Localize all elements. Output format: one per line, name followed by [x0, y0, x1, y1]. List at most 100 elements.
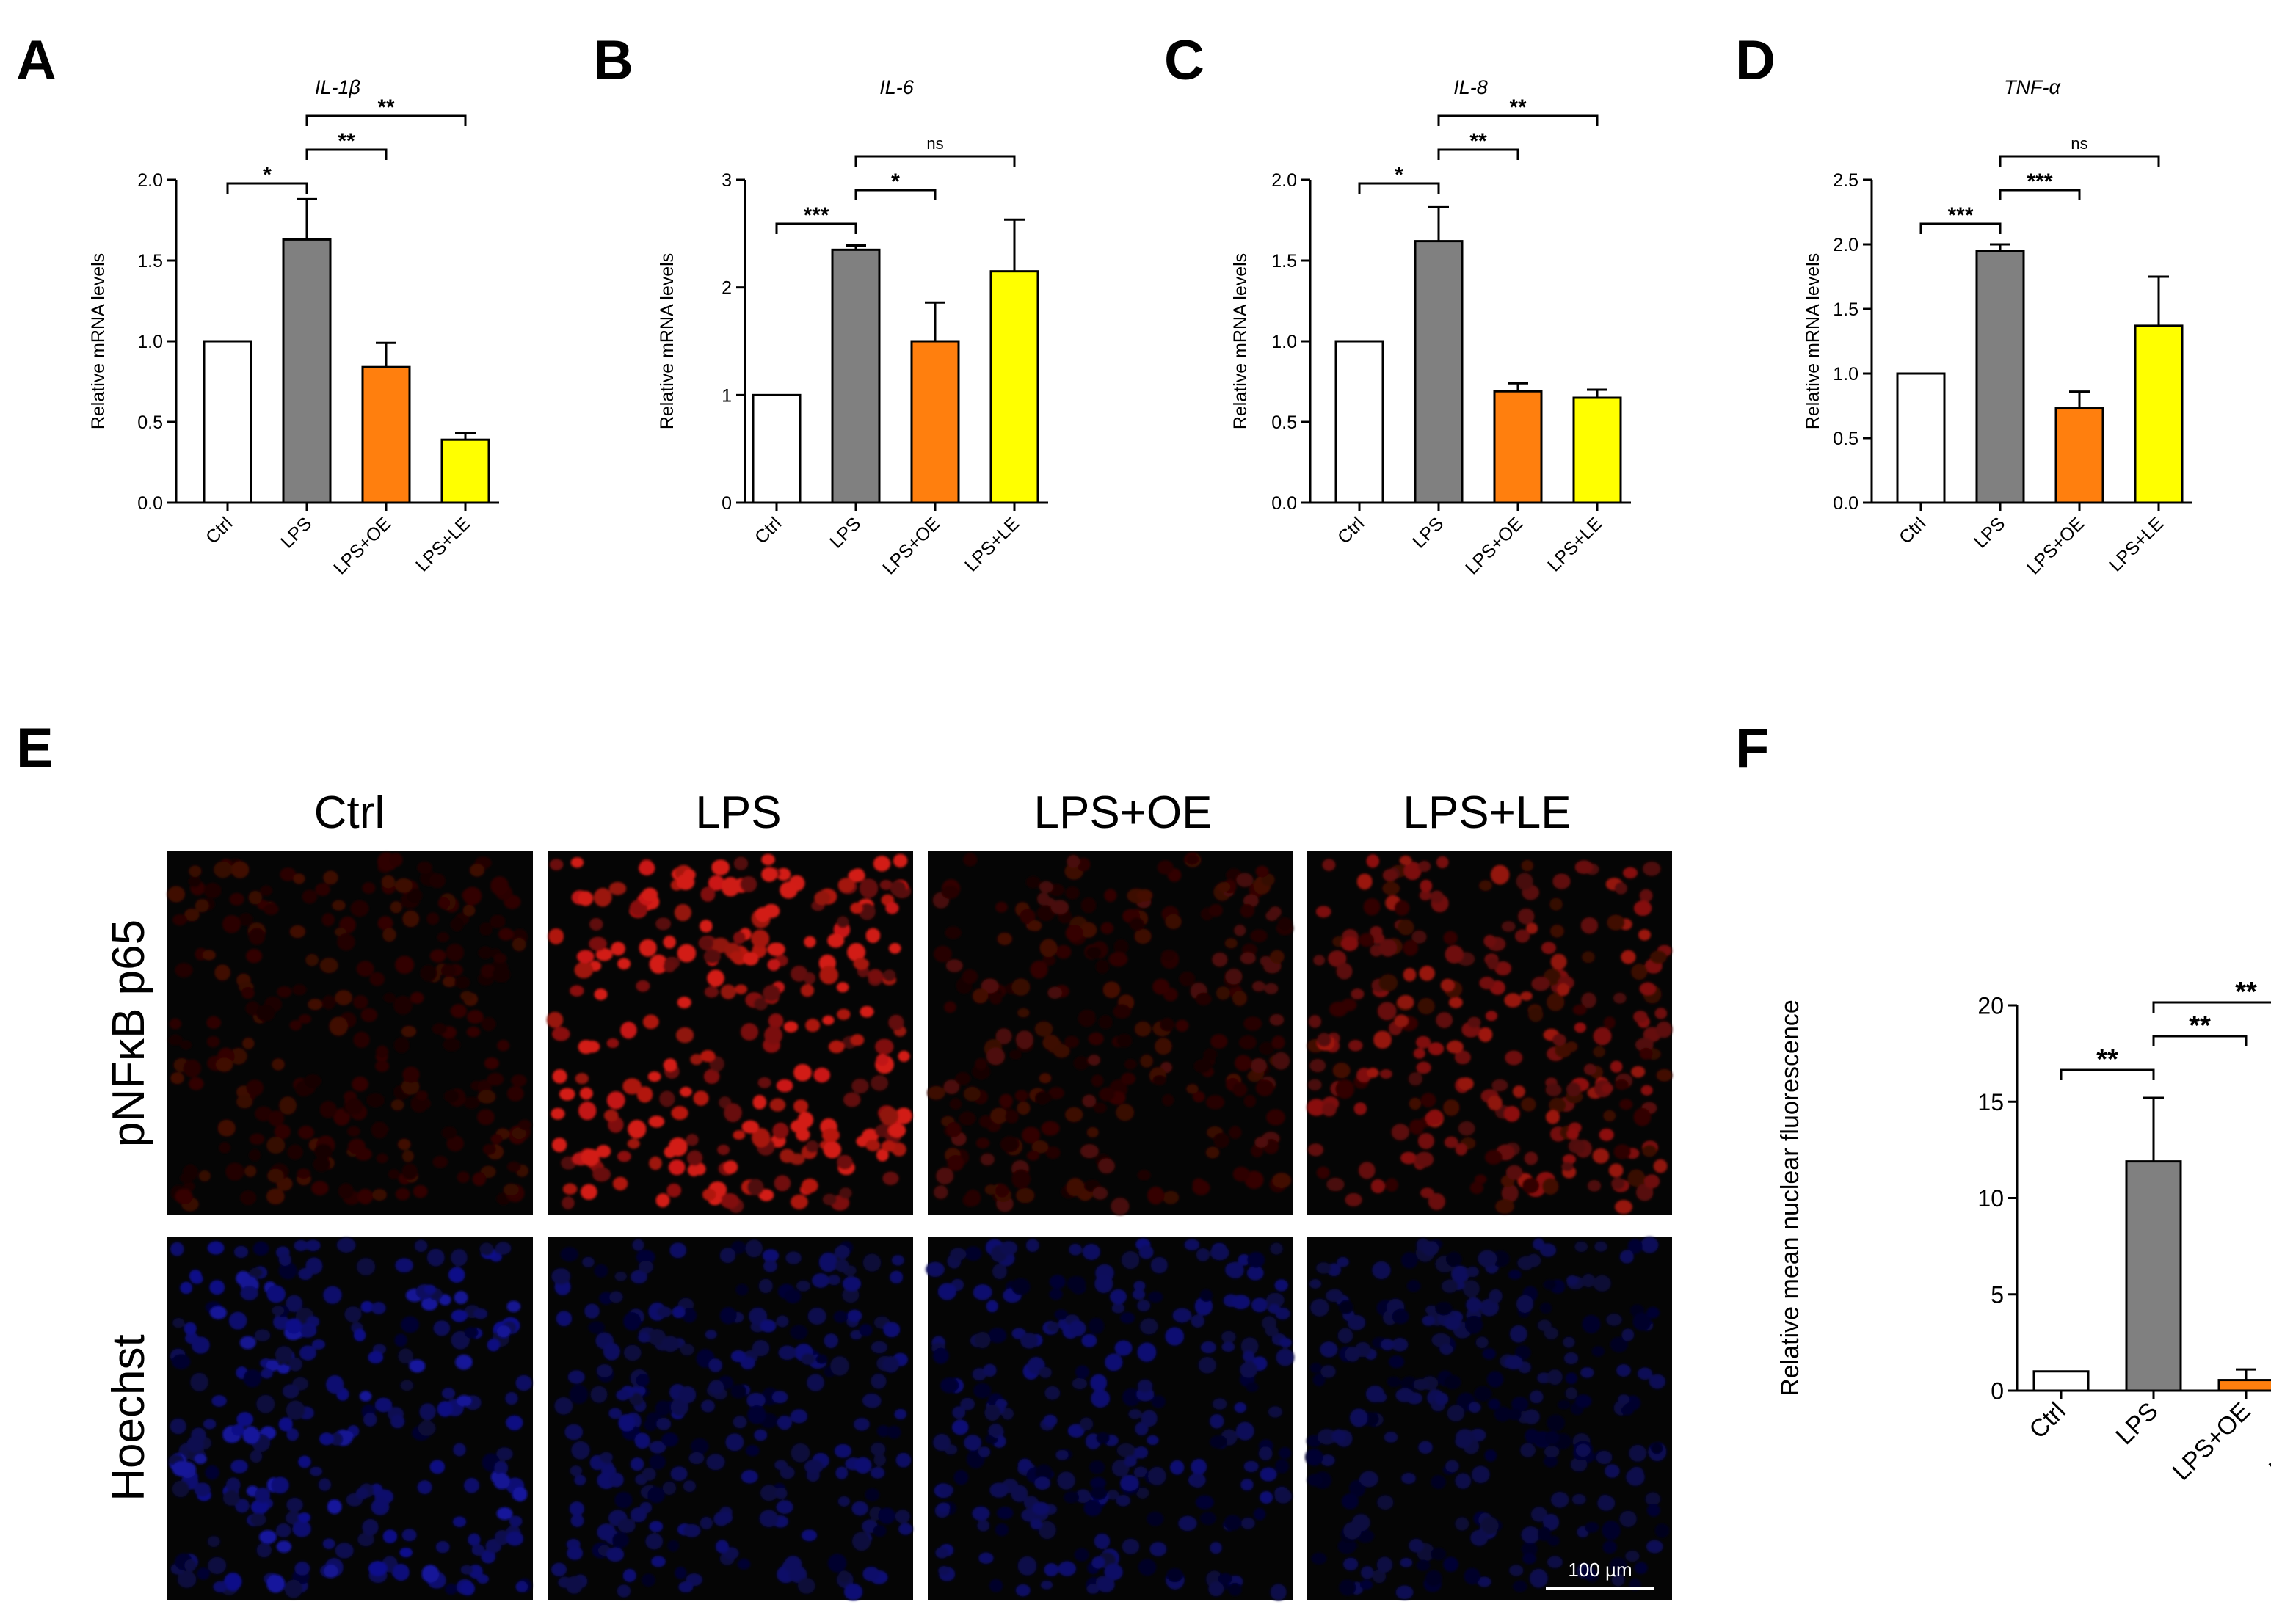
chart-c-sig-label: ** [1509, 95, 1527, 120]
micro-image-pnf-b-p65-lps-le [1307, 851, 1673, 1215]
chart-b-bar-lps [831, 248, 881, 504]
chart-d-y-tick-label: 2.5 [1833, 170, 1858, 191]
chart-panel-d: TNF-α 0.0 0.5 1.0 1.5 2.0 2.5 Relative mRNA lev… [1803, 76, 2192, 579]
panel-letter-e: E [16, 717, 54, 779]
chart-a-bar-lps-oe [361, 365, 411, 504]
chart-panel-c: IL-8 0.0 0.5 1.0 1.5 2.0 Relative mRNA levels C… [1230, 76, 1631, 579]
chart-a-y-tick-label: 0.0 [137, 493, 163, 514]
chart-f-x-label-ctrl: Ctrl [2024, 1397, 2071, 1444]
chart-c-sig-label: * [1395, 163, 1403, 187]
chart-f-sig-label: ** [2235, 977, 2257, 1008]
chart-f-sig-label: ** [2096, 1044, 2118, 1075]
chart-d-y-tick-label: 0.0 [1833, 493, 1858, 514]
chart-a-bar-lps-le [440, 438, 490, 504]
micro-image-hoechst-lps-le [1304, 1237, 1672, 1600]
micro-col-label-lps-le: LPS+LE [1403, 787, 1571, 838]
chart-a-sig-bracket [305, 148, 388, 160]
chart-a-x-label-lps-le: LPS+LE [412, 513, 474, 575]
chart-f-sig-bracket [2152, 1001, 2271, 1013]
chart-c-y-tick-label: 1.0 [1271, 332, 1297, 352]
chart-d-sig-label: *** [1947, 203, 1973, 227]
chart-c-sig-label: ** [1469, 129, 1487, 153]
micro-row-label-hoechst: Hoechst [103, 1334, 154, 1501]
chart-panel-b: IL-6 0 1 2 3 Relative mRNA levels Ctrl LPS LPS+O… [657, 76, 1048, 579]
chart-b-sig-label: *** [803, 203, 829, 227]
chart-d-sig-bracket [1999, 155, 2160, 167]
micro-image-pnf-b-p65-ctrl [167, 851, 533, 1215]
chart-c-x-label-lps-oe: LPS+OE [1461, 513, 1527, 578]
chart-a-sig-label: ** [338, 129, 355, 153]
chart-d-y-tick-label: 1.0 [1833, 364, 1858, 385]
chart-a-x-label-ctrl: Ctrl [202, 513, 236, 547]
chart-c-bar-lps-le [1572, 396, 1622, 504]
chart-panel-a: IL-1β 0.0 0.5 1.0 1.5 2.0 Relative mRNA levels… [88, 76, 499, 579]
chart-d-sig-label: *** [2027, 170, 2052, 194]
panel-letter-b: B [593, 29, 633, 92]
chart-d-x-label-ctrl: Ctrl [1895, 513, 1930, 547]
chart-panel-f: 0 5 10 15 20 Relative mean nuclear fluorescen… [1776, 977, 2271, 1486]
chart-b-sig-bracket [854, 189, 937, 200]
chart-f-x-label-lps: LPS [2110, 1397, 2163, 1450]
chart-d-bar-lps-oe [2054, 407, 2104, 504]
chart-f-y-label: Relative mean nuclear fluorescence [1776, 999, 1804, 1397]
chart-c-y-tick-label: 1.5 [1271, 251, 1297, 272]
chart-f-y-tick-label: 5 [1991, 1281, 2004, 1308]
chart-b-bar-lps-le [989, 270, 1039, 504]
chart-c-y-label: Relative mRNA levels [1230, 253, 1251, 429]
chart-a-y-tick-label: 1.0 [137, 332, 163, 352]
micro-col-label-lps: LPS [695, 787, 781, 838]
chart-c-bar-ctrl [1334, 340, 1384, 504]
chart-d-x-label-lps-le: LPS+LE [2105, 513, 2168, 575]
chart-d-y-tick-label: 0.5 [1833, 429, 1858, 449]
chart-f-y-tick-label: 0 [1991, 1378, 2004, 1405]
chart-d-sig-bracket [1999, 189, 2081, 200]
chart-c-bar-lps-oe [1493, 390, 1543, 504]
chart-c-y-tick-label: 2.0 [1271, 170, 1297, 191]
micro-image-pnf-b-p65-lps [546, 851, 913, 1215]
chart-f-sig-bracket [2060, 1068, 2155, 1080]
chart-d-y-tick-label: 1.5 [1833, 299, 1858, 320]
chart-b-bar-lps-oe [910, 340, 960, 504]
chart-a-x-label-lps: LPS [277, 513, 316, 552]
chart-f-sig-label: ** [2189, 1011, 2211, 1041]
chart-a-sig-label: * [263, 163, 272, 187]
chart-f-x-label-lps-le: LPS+LE [2264, 1397, 2271, 1482]
chart-c-title: IL-8 [1453, 76, 1488, 98]
chart-a-y-tick-label: 2.0 [137, 170, 163, 191]
chart-c-x-label-lps: LPS [1409, 513, 1447, 552]
chart-c-sig-bracket [1437, 148, 1519, 160]
chart-a-y-tick-label: 1.5 [137, 251, 163, 272]
chart-a-y-tick-label: 0.5 [137, 412, 163, 433]
chart-a-sig-bracket [226, 182, 308, 194]
chart-d-bar-lps [1975, 250, 2025, 504]
chart-d-sig-bracket [1919, 222, 2002, 234]
chart-f-bar-lps [2125, 1160, 2182, 1392]
chart-a-sig-bracket [305, 114, 467, 126]
chart-a-bar-lps [282, 238, 332, 504]
chart-d-x-label-lps: LPS [1970, 513, 2009, 552]
chart-a-bar-ctrl [203, 340, 252, 504]
chart-f-bar-ctrl [2032, 1370, 2090, 1392]
chart-b-x-label-lps-oe: LPS+OE [879, 513, 944, 578]
chart-b-x-label-lps: LPS [826, 513, 865, 552]
chart-c-sig-bracket [1358, 182, 1440, 194]
chart-b-y-tick-label: 3 [722, 170, 732, 191]
chart-a-x-label-lps-oe: LPS+OE [330, 513, 395, 578]
chart-b-sig-bracket [854, 155, 1016, 167]
chart-d-y-tick-label: 2.0 [1833, 235, 1858, 255]
chart-f-sig-bracket [2152, 1035, 2248, 1046]
chart-d-bar-ctrl [1896, 372, 1946, 504]
chart-d-title: TNF-α [2004, 76, 2061, 98]
chart-a-sig-label: ** [377, 95, 395, 120]
chart-d-bar-lps-le [2134, 324, 2184, 504]
micro-row-label-pnfkb: pNFκB p65 [103, 920, 154, 1147]
chart-f-bar-lps-oe [2217, 1379, 2271, 1392]
chart-d-x-label-lps-oe: LPS+OE [2023, 513, 2088, 578]
panel-letter-a: A [16, 29, 57, 92]
chart-a-title: IL-1β [315, 76, 360, 98]
chart-d-sig-label: ns [2071, 134, 2087, 153]
chart-d-y-label: Relative mRNA levels [1803, 253, 1823, 429]
panel-letter-f: F [1735, 717, 1769, 779]
chart-b-sig-label: ns [926, 134, 943, 153]
